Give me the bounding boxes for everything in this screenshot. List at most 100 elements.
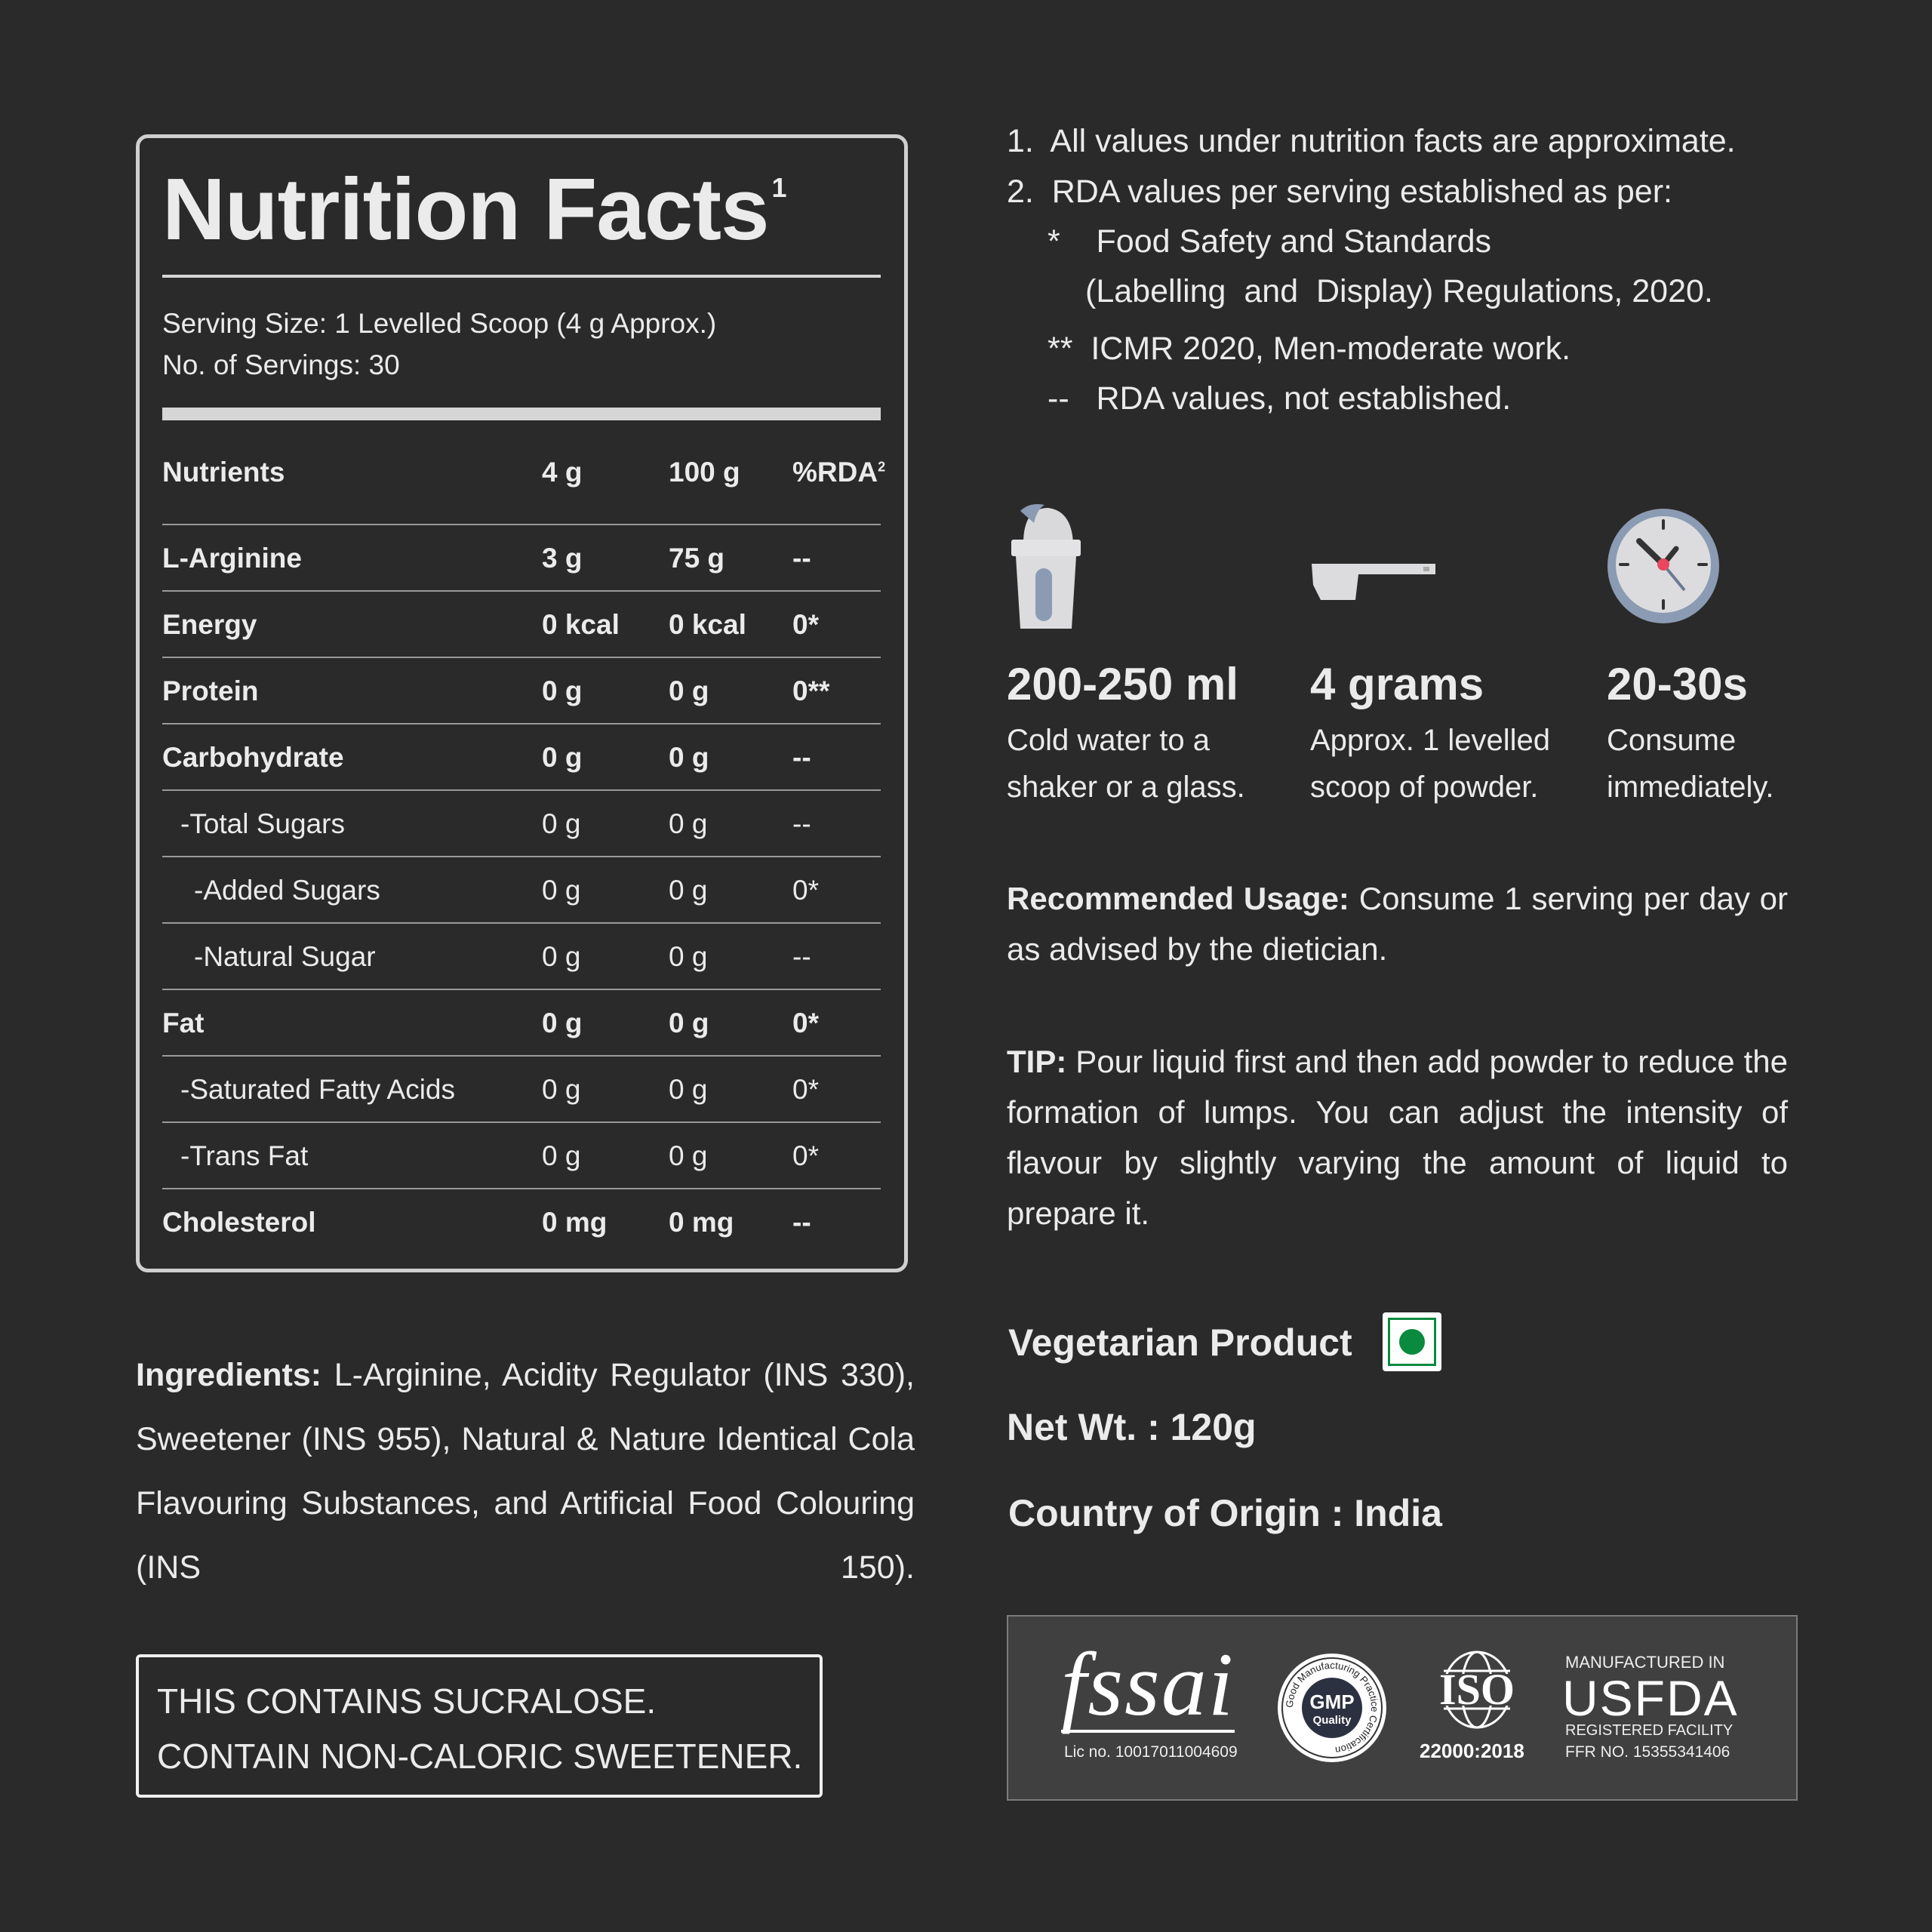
value-per-100g: 0 g	[669, 1140, 708, 1171]
header-100g: 100 g	[669, 457, 740, 488]
scoop-icon	[1312, 564, 1435, 600]
value-per-100g: 0 mg	[669, 1207, 734, 1238]
value-rda: 0*	[792, 1140, 819, 1171]
row-divider	[162, 590, 881, 592]
svg-text:Quality: Quality	[1313, 1714, 1352, 1727]
value-rda: --	[792, 941, 811, 972]
value-per-serving: 0 g	[542, 675, 583, 706]
serving-size: Serving Size: 1 Levelled Scoop (4 g Appr…	[162, 308, 717, 339]
footnote: (Labelling and Display) Regulations, 202…	[1085, 273, 1713, 309]
nutrient-name: Protein	[162, 675, 259, 706]
footnote: ** ICMR 2020, Men-moderate work.	[1048, 331, 1571, 367]
nutrient-name: Fat	[162, 1008, 205, 1038]
ingredients-label: Ingredients:	[136, 1357, 322, 1393]
row-divider	[162, 723, 881, 724]
recommended-usage: Recommended Usage: Consume 1 serving per…	[1007, 873, 1788, 974]
value-rda: --	[792, 808, 811, 839]
value-per-serving: 0 g	[542, 1008, 583, 1038]
value-rda: 0*	[792, 1074, 819, 1105]
vegetarian-label: Vegetarian Product	[1008, 1321, 1352, 1364]
usage-text: Consume 1 serving per day or as advised …	[1007, 881, 1789, 967]
row-divider	[162, 1055, 881, 1057]
table-row: Carbohydrate 0 g 0 g --	[162, 724, 881, 791]
row-divider	[162, 1121, 881, 1123]
nutrient-name: Cholesterol	[162, 1207, 316, 1238]
svg-text:ISO: ISO	[1439, 1665, 1515, 1714]
shaker-icon	[1011, 504, 1081, 629]
nutrient-name: -Added Sugars	[194, 875, 380, 906]
table-row: -Added Sugars 0 g 0 g 0*	[162, 857, 881, 924]
divider	[162, 275, 881, 278]
value-per-serving: 0 g	[542, 1140, 581, 1171]
step-line: scoop of powder.	[1310, 771, 1539, 804]
rda-label: %RDA	[792, 457, 878, 488]
value-per-100g: 0 g	[669, 941, 708, 972]
value-rda: --	[792, 543, 811, 574]
nutrition-facts-panel	[136, 134, 908, 1272]
iso-globe-icon: ISO	[1428, 1651, 1526, 1729]
value-rda: --	[792, 1207, 811, 1238]
table-row: -Total Sugars 0 g 0 g --	[162, 791, 881, 857]
header-4g: 4 g	[542, 457, 583, 488]
ingredients: Ingredients: L-Arginine, Acidity Regulat…	[136, 1343, 915, 1600]
footnote-marker: 1	[771, 172, 786, 203]
usage-label: Recommended Usage:	[1007, 881, 1349, 916]
tip-label: TIP:	[1007, 1044, 1067, 1079]
step-line: Approx. 1 levelled	[1310, 724, 1550, 757]
value-per-serving: 0 kcal	[542, 609, 620, 640]
step-title: 4 grams	[1310, 659, 1484, 709]
usfda-logo: USFDA	[1562, 1670, 1739, 1726]
usfda-top: MANUFACTURED IN	[1565, 1653, 1725, 1672]
value-per-100g: 0 g	[669, 675, 709, 706]
certifications-panel: fssai Lic no. 10017011004609 Good Manufa…	[1007, 1615, 1798, 1801]
header-nutrients: Nutrients	[162, 457, 285, 488]
nutrient-name: -Saturated Fatty Acids	[180, 1074, 456, 1105]
tip-text: Pour liquid first and then add powder to…	[1007, 1044, 1788, 1231]
nutrient-name: -Total Sugars	[180, 808, 345, 839]
step-line: shaker or a glass.	[1007, 771, 1245, 804]
footnote: 2. RDA values per serving established as…	[1007, 174, 1672, 210]
warning-line: CONTAIN NON-CALORIC SWEETENER.	[157, 1737, 803, 1776]
table-row: Energy 0 kcal 0 kcal 0*	[162, 592, 881, 658]
step-line: immediately.	[1607, 771, 1774, 804]
clock-icon	[1607, 509, 1719, 623]
footnote: * Food Safety and Standards	[1048, 223, 1492, 260]
value-per-serving: 0 mg	[542, 1207, 608, 1238]
sweetener-warning-box: THIS CONTAINS SUCRALOSE. CONTAIN NON-CAL…	[136, 1654, 823, 1798]
nutrition-facts-title: Nutrition Facts 1	[162, 158, 787, 260]
table-row: Cholesterol 0 mg 0 mg --	[162, 1189, 881, 1256]
table-row: -Trans Fat 0 g 0 g 0*	[162, 1123, 881, 1189]
value-per-100g: 0 g	[669, 808, 708, 839]
warning-line: THIS CONTAINS SUCRALOSE.	[157, 1681, 657, 1721]
nutrient-name: -Natural Sugar	[194, 941, 376, 972]
row-divider	[162, 524, 881, 525]
net-weight: Net Wt. : 120g	[1007, 1406, 1257, 1448]
footnote: 1. All values under nutrition facts are …	[1007, 123, 1736, 159]
table-row: -Saturated Fatty Acids 0 g 0 g 0*	[162, 1057, 881, 1123]
table-row: -Natural Sugar 0 g 0 g --	[162, 924, 881, 990]
footnote-marker: 2	[878, 459, 886, 475]
step-title: 20-30s	[1607, 659, 1748, 709]
table-row: Fat 0 g 0 g 0*	[162, 990, 881, 1057]
row-divider	[162, 1188, 881, 1189]
nutrient-name: Energy	[162, 609, 257, 640]
value-per-100g: 0 g	[669, 742, 709, 773]
value-per-serving: 0 g	[542, 941, 581, 972]
svg-text:GMP: GMP	[1309, 1690, 1354, 1713]
fssai-license: Lic no. 10017011004609	[1064, 1743, 1238, 1761]
country-of-origin: Country of Origin : India	[1008, 1492, 1442, 1534]
nutrient-name: -Trans Fat	[180, 1140, 309, 1171]
vegetarian-mark-icon	[1383, 1312, 1441, 1371]
nutrient-name: L-Arginine	[162, 543, 302, 574]
value-rda: 0*	[792, 609, 819, 640]
value-rda: 0**	[792, 675, 830, 706]
table-header: Nutrients 4 g 100 g %RDA2	[162, 439, 885, 506]
usfda-ffr: FFR NO. 15355341406	[1565, 1743, 1730, 1761]
iso-number: 22000:2018	[1420, 1740, 1524, 1762]
step-line: Consume	[1607, 724, 1737, 757]
nutrient-name: Carbohydrate	[162, 742, 344, 773]
step-title: 200-250 ml	[1007, 659, 1238, 709]
value-per-100g: 75 g	[669, 543, 725, 574]
title-text: Nutrition Facts	[162, 160, 769, 258]
row-divider	[162, 989, 881, 990]
